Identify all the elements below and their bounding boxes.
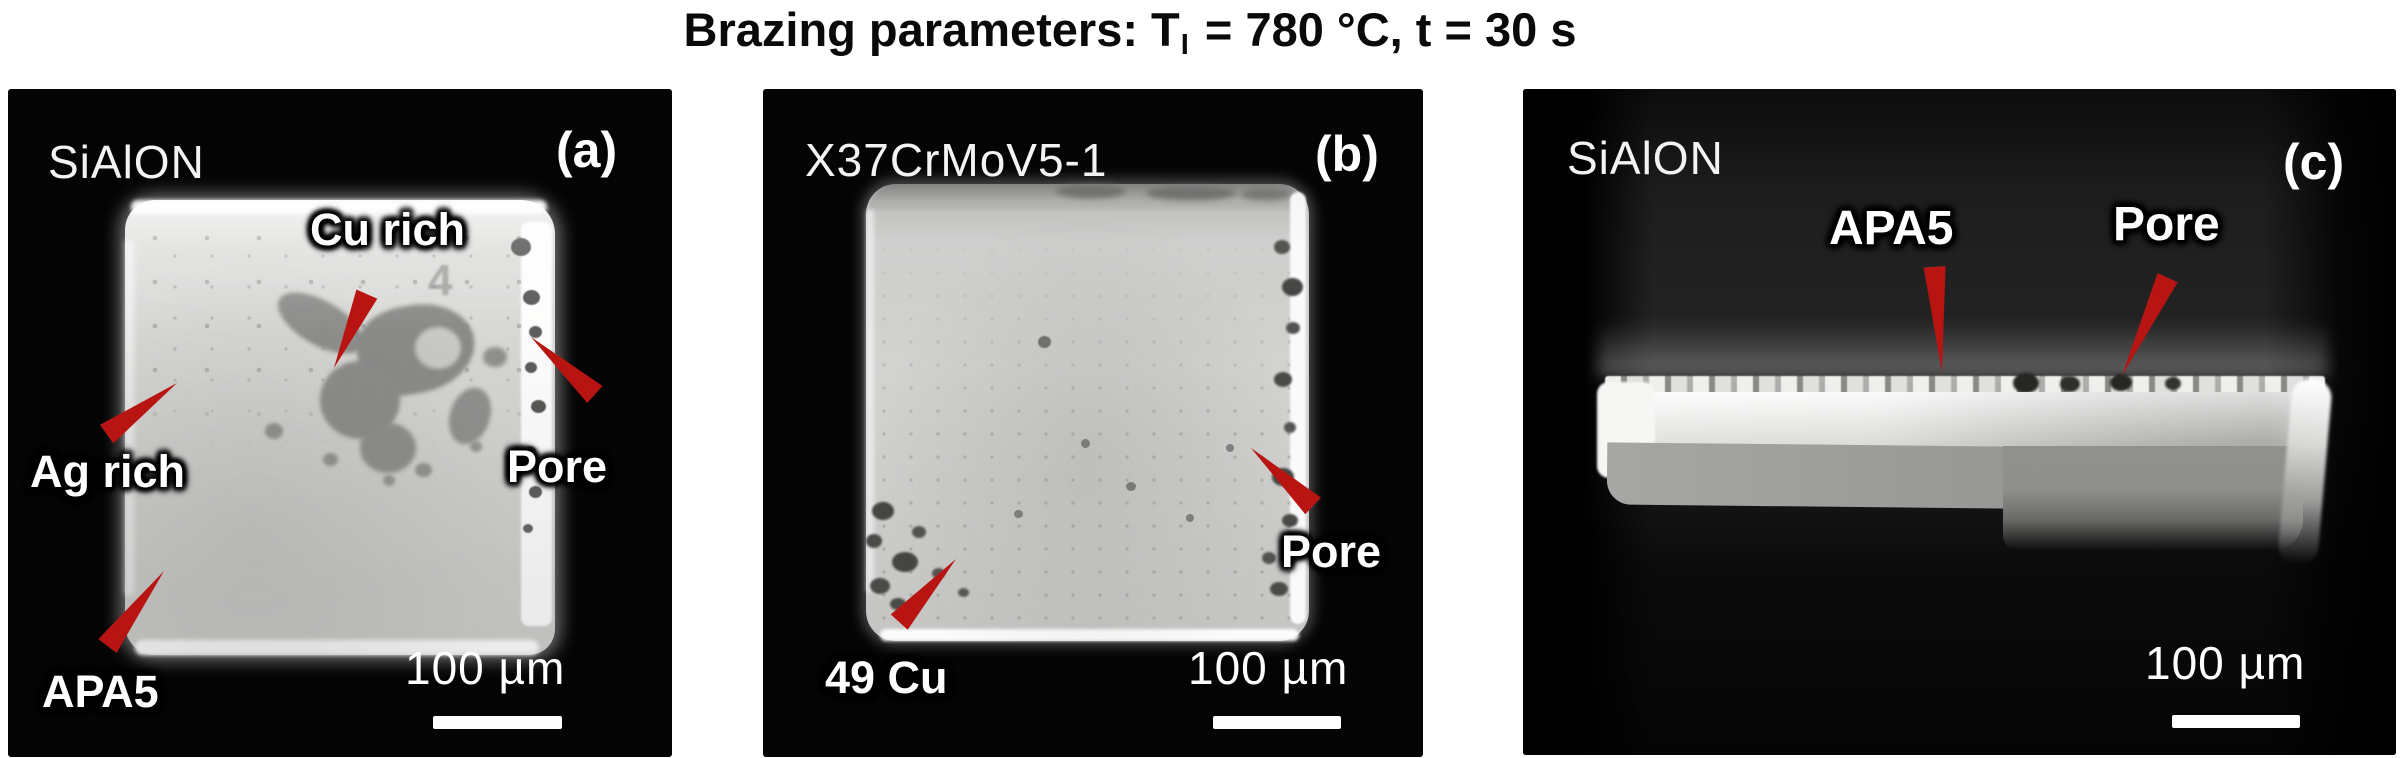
figure-title: Brazing parameters: TI = 780 °C, t = 30 …: [0, 2, 2260, 62]
cu-blob: [415, 463, 432, 477]
pore-blob: [2165, 377, 2181, 390]
panel-letter-a: (a): [556, 122, 618, 178]
pore-blob: [1286, 322, 1300, 334]
dark-dot: [1038, 336, 1051, 348]
pore-blob: [1270, 582, 1288, 596]
pore-blob: [932, 568, 945, 579]
panel-b-micrograph: X37CrMoV5-1 (b) Pore 49 Cu 100 µm: [763, 89, 1423, 757]
panel-letter-b: (b): [1315, 126, 1379, 182]
top-dark-patch: [1241, 188, 1291, 200]
braze-layer-shading: [1605, 392, 2325, 448]
sem-sample-b: [866, 184, 1309, 641]
pore-dot: [531, 400, 546, 413]
pore-dot: [529, 326, 542, 338]
pore-blob: [1282, 278, 1303, 296]
title-subscript: I: [1180, 29, 1189, 62]
annotation-pore: Pore: [507, 441, 608, 492]
pore-blob: [870, 578, 890, 594]
cu-blob: [383, 475, 395, 486]
pore-blob: [1274, 372, 1292, 387]
panel-a-micrograph: 4: [8, 89, 672, 757]
cu-blob: [360, 423, 416, 473]
pore-blob: [2060, 376, 2080, 392]
annotation-ag-rich: Ag rich: [30, 446, 186, 497]
annotation-pore: Pore: [2113, 198, 2220, 251]
title-prefix: Brazing parameters: T: [683, 3, 1180, 56]
cu-blob-hole: [415, 327, 461, 369]
dark-dot: [1081, 439, 1090, 448]
sem-sample-a: 4: [125, 200, 555, 655]
pore-blob: [1284, 422, 1296, 433]
scale-bar: [2172, 715, 2300, 728]
braze-glow: [1598, 321, 2328, 376]
bright-rim-bottom: [135, 640, 539, 655]
dark-dot: [1126, 482, 1136, 491]
pore-dot: [523, 290, 540, 305]
material-label-steel: X37CrMoV5-1: [805, 134, 1108, 186]
scale-bar: [433, 716, 562, 729]
pore-blob: [892, 552, 918, 572]
title-suffix: = 780 °C, t = 30 s: [1191, 3, 1577, 56]
pore-dot: [523, 524, 533, 533]
pore-dot: [511, 238, 531, 256]
cu-blob: [470, 441, 482, 452]
cu-blob: [265, 423, 283, 439]
pore-blob: [872, 502, 894, 520]
scale-bar: [1213, 716, 1341, 729]
bright-rim-right-strip: [521, 222, 552, 626]
dark-dot: [1226, 444, 1234, 452]
annotation-pore: Pore: [1281, 526, 1382, 577]
cu-blob: [442, 382, 498, 450]
braze-layer: [1605, 392, 2325, 448]
top-dark-patch: [1056, 184, 1126, 198]
pore-dot: [529, 486, 542, 498]
pore-dot: [525, 446, 536, 456]
annotation-apa5: APA5: [1829, 202, 1954, 255]
cu-blob: [483, 347, 507, 367]
braze-top-speckled-line: [1605, 373, 2325, 394]
pore-blob: [958, 588, 969, 597]
scale-text: 100 µm: [2145, 637, 2306, 689]
bright-rim-top: [131, 200, 547, 214]
pore-blob: [2110, 374, 2132, 391]
scale-text: 100 µm: [1188, 642, 1349, 694]
pore-blob: [912, 526, 926, 538]
top-dark-patch: [1146, 186, 1236, 200]
dark-dot: [1014, 510, 1023, 518]
pore-blob: [866, 534, 882, 548]
cu-blob: [323, 453, 338, 466]
pore-blob: [1274, 240, 1290, 254]
material-label-sialon: SiAlON: [48, 136, 205, 188]
steel-diffusion-band-right: [2003, 446, 2303, 550]
bright-rim-left: [866, 210, 874, 592]
scale-text: 100 µm: [405, 642, 566, 694]
pore-dot: [525, 362, 537, 373]
material-label-sialon: SiAlON: [1567, 132, 1724, 184]
dark-dot: [1186, 514, 1194, 522]
bright-rim-bottom: [880, 629, 1299, 641]
speckle-texture: [876, 244, 1297, 627]
panel-c-micrograph: SiAlON (c) APA5 Pore 100 µm: [1523, 89, 2396, 755]
annotation-49cu: 49 Cu: [825, 652, 948, 703]
panel-letter-c: (c): [2283, 134, 2345, 190]
annotation-apa5: APA5: [42, 666, 159, 717]
faint-indent-mark: 4: [428, 256, 453, 305]
pore-blob: [2013, 373, 2039, 393]
pore-blob: [1282, 514, 1298, 527]
annotation-cu-rich: Cu rich: [310, 204, 466, 255]
pore-blob: [1262, 552, 1276, 564]
cu-rich-blob-cluster: [265, 280, 515, 495]
